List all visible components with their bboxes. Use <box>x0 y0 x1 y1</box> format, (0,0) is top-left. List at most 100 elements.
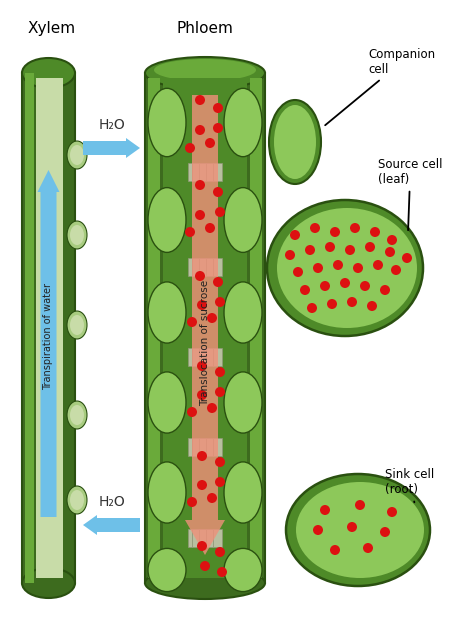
FancyBboxPatch shape <box>25 73 34 583</box>
Bar <box>188 163 222 181</box>
Ellipse shape <box>215 207 225 217</box>
Ellipse shape <box>305 245 315 255</box>
Ellipse shape <box>274 105 316 179</box>
Text: Transpiration of water: Transpiration of water <box>43 283 53 390</box>
Ellipse shape <box>387 235 397 245</box>
Ellipse shape <box>185 143 195 153</box>
Ellipse shape <box>207 403 217 413</box>
Ellipse shape <box>148 549 186 592</box>
Ellipse shape <box>67 311 87 339</box>
Ellipse shape <box>154 59 256 81</box>
Ellipse shape <box>200 561 210 571</box>
FancyBboxPatch shape <box>145 73 265 583</box>
Ellipse shape <box>67 141 87 169</box>
Ellipse shape <box>330 227 340 237</box>
Ellipse shape <box>277 208 417 328</box>
FancyArrow shape <box>83 515 140 535</box>
Ellipse shape <box>195 95 205 105</box>
Ellipse shape <box>391 265 401 275</box>
Ellipse shape <box>197 451 207 461</box>
Ellipse shape <box>353 263 363 273</box>
FancyBboxPatch shape <box>163 78 247 578</box>
Ellipse shape <box>293 267 303 277</box>
Ellipse shape <box>70 405 84 425</box>
FancyArrow shape <box>38 170 60 517</box>
FancyArrow shape <box>185 95 225 555</box>
Ellipse shape <box>373 260 383 270</box>
Ellipse shape <box>267 200 423 336</box>
Ellipse shape <box>387 507 397 517</box>
FancyBboxPatch shape <box>148 78 160 578</box>
Bar <box>188 348 222 366</box>
FancyBboxPatch shape <box>22 73 75 583</box>
Ellipse shape <box>224 372 262 433</box>
Ellipse shape <box>307 303 317 313</box>
Text: Translocation of sucrose: Translocation of sucrose <box>200 279 210 406</box>
Ellipse shape <box>195 271 205 281</box>
Ellipse shape <box>70 225 84 245</box>
Ellipse shape <box>347 297 357 307</box>
Ellipse shape <box>215 457 225 467</box>
Text: Source cell
(leaf): Source cell (leaf) <box>378 158 443 230</box>
Text: H₂O: H₂O <box>98 118 125 132</box>
Ellipse shape <box>185 227 195 237</box>
Ellipse shape <box>187 407 197 417</box>
Ellipse shape <box>385 247 395 257</box>
Ellipse shape <box>224 282 262 343</box>
Ellipse shape <box>187 317 197 327</box>
Ellipse shape <box>224 187 262 252</box>
Ellipse shape <box>215 477 225 487</box>
Ellipse shape <box>67 486 87 514</box>
Ellipse shape <box>313 263 323 273</box>
Ellipse shape <box>148 282 186 343</box>
Ellipse shape <box>224 462 262 523</box>
Ellipse shape <box>320 281 330 291</box>
Ellipse shape <box>327 299 337 309</box>
Ellipse shape <box>286 474 430 586</box>
Ellipse shape <box>70 315 84 335</box>
Ellipse shape <box>187 497 197 507</box>
Ellipse shape <box>325 242 335 252</box>
Ellipse shape <box>340 278 350 288</box>
Ellipse shape <box>310 223 320 233</box>
Ellipse shape <box>363 543 373 553</box>
Text: Sink cell
(root): Sink cell (root) <box>385 468 434 502</box>
Ellipse shape <box>370 227 380 237</box>
Ellipse shape <box>195 125 205 135</box>
Ellipse shape <box>269 100 321 184</box>
FancyBboxPatch shape <box>250 78 262 578</box>
Ellipse shape <box>380 527 390 537</box>
Ellipse shape <box>215 387 225 397</box>
Ellipse shape <box>213 103 223 113</box>
Text: Xylem: Xylem <box>28 21 76 35</box>
Ellipse shape <box>380 285 390 295</box>
Ellipse shape <box>213 123 223 133</box>
Ellipse shape <box>215 547 225 557</box>
FancyArrow shape <box>83 138 140 158</box>
Bar <box>188 438 222 456</box>
Ellipse shape <box>197 361 207 371</box>
Ellipse shape <box>215 367 225 377</box>
Ellipse shape <box>217 567 227 577</box>
Ellipse shape <box>207 493 217 503</box>
Ellipse shape <box>402 253 412 263</box>
Ellipse shape <box>148 462 186 523</box>
Ellipse shape <box>148 372 186 433</box>
Ellipse shape <box>355 500 365 510</box>
Ellipse shape <box>145 567 265 599</box>
Ellipse shape <box>345 245 355 255</box>
Ellipse shape <box>197 541 207 551</box>
Ellipse shape <box>148 88 186 156</box>
Ellipse shape <box>205 138 215 148</box>
Ellipse shape <box>367 301 377 311</box>
Ellipse shape <box>213 277 223 287</box>
Ellipse shape <box>360 281 370 291</box>
Ellipse shape <box>70 490 84 510</box>
Ellipse shape <box>67 401 87 429</box>
Ellipse shape <box>205 223 215 233</box>
Ellipse shape <box>70 145 84 165</box>
Ellipse shape <box>148 187 186 252</box>
Ellipse shape <box>365 242 375 252</box>
Ellipse shape <box>224 88 262 156</box>
Text: Companion
cell: Companion cell <box>325 48 435 125</box>
